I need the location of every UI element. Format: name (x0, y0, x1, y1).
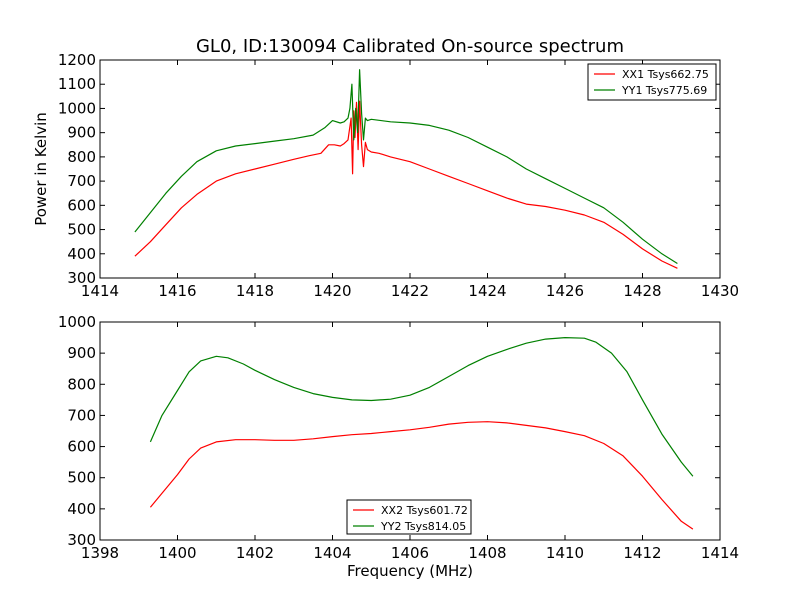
y-tick-label: 700 (67, 406, 96, 424)
x-tick-label: 1406 (391, 544, 429, 562)
legend-box (587, 63, 717, 101)
series-line-xx1 (134, 100, 678, 269)
x-tick-label: 1426 (546, 282, 584, 300)
x-tick-label: 1412 (623, 544, 661, 562)
x-tick-label: 1410 (546, 544, 584, 562)
x-tick-label: 1420 (313, 282, 351, 300)
x-tick-label: 1424 (468, 282, 506, 300)
x-tick-label: 1416 (158, 282, 196, 300)
y-tick-label: 600 (67, 438, 96, 456)
x-tick-label: 1400 (158, 544, 196, 562)
legend: XX1 Tsys662.75 YY1 Tsys775.69 (587, 63, 717, 101)
series-line-yy1 (134, 69, 678, 265)
y-tick-label: 1200 (58, 51, 96, 69)
legend-entry: YY1 Tsys775.69 (621, 84, 707, 97)
y-tick-label: 1000 (58, 313, 96, 331)
legend-entry: XX2 Tsys601.72 (381, 504, 468, 517)
y-tick-label: 1100 (58, 75, 96, 93)
x-tick-label: 1414 (701, 544, 739, 562)
legend: XX2 Tsys601.72 YY2 Tsys814.05 (346, 499, 472, 535)
y-axis-label: Power in Kelvin (32, 112, 50, 226)
x-tick-label: 1398 (81, 544, 119, 562)
y-tick-label: 700 (67, 172, 96, 190)
y-tick-label: 300 (67, 531, 96, 549)
x-axis-label: Frequency (MHz) (347, 562, 473, 580)
x-tick-label: 1414 (81, 282, 119, 300)
x-tick-label: 1402 (236, 544, 274, 562)
y-tick-label: 900 (67, 124, 96, 142)
legend-box (346, 499, 472, 535)
y-tick-label: 800 (67, 148, 96, 166)
x-tick-label: 1404 (313, 544, 351, 562)
y-tick-label: 400 (67, 500, 96, 518)
x-tick-label: 1430 (701, 282, 739, 300)
series-line-yy2 (149, 337, 694, 477)
y-tick-label: 800 (67, 375, 96, 393)
y-tick-label: 500 (67, 221, 96, 239)
y-tick-label: 500 (67, 469, 96, 487)
top-subplot: 1414 1416 1418 1420 1422 1424 1426 1428 1430 300 4… (58, 51, 739, 300)
x-tick-label: 1422 (391, 282, 429, 300)
x-tick-label: 1408 (468, 544, 506, 562)
y-tick-label: 400 (67, 245, 96, 263)
y-tick-label: 600 (67, 196, 96, 214)
y-tick-label: 300 (67, 269, 96, 287)
bottom-subplot: 1398 1400 1402 1404 1406 1408 1410 1412 1414 300 4… (58, 313, 739, 562)
chart-title: GL0, ID:130094 Calibrated On-source spec… (196, 36, 624, 57)
legend-entry: YY2 Tsys814.05 (380, 520, 466, 533)
x-tick-label: 1418 (236, 282, 274, 300)
y-tick-label: 1000 (58, 99, 96, 117)
x-tick-label: 1428 (623, 282, 661, 300)
series-line-xx2 (149, 421, 694, 530)
y-tick-label: 900 (67, 344, 96, 362)
legend-entry: XX1 Tsys662.75 (622, 68, 709, 81)
